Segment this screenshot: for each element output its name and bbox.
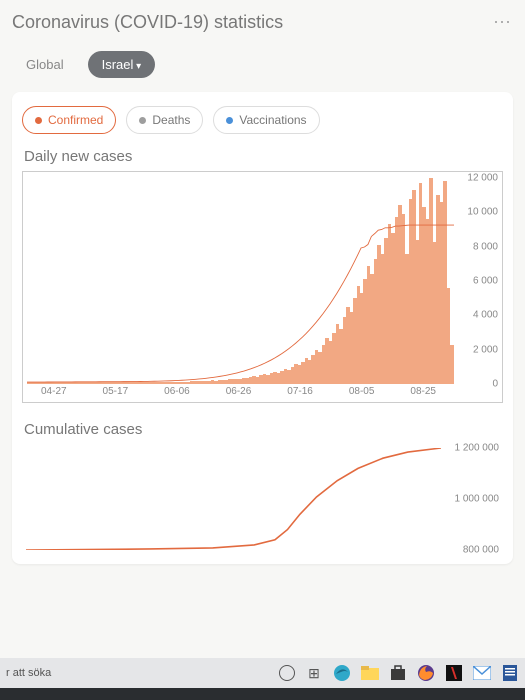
daily-chart: 02 0004 0006 0008 00010 00012 000 04-270…: [22, 171, 503, 403]
chip-deaths[interactable]: Deaths: [126, 106, 203, 134]
windows-taskbar[interactable]: r att söka ⊞: [0, 658, 525, 688]
chip-label: Deaths: [152, 113, 190, 127]
y-axis-labels: 02 0004 0006 0008 00010 00012 000: [458, 172, 500, 402]
x-axis-labels: 04-2705-1706-0606-2607-1608-0508-25: [23, 386, 454, 400]
mail-icon[interactable]: [473, 664, 491, 682]
taskbar-search-hint[interactable]: r att söka: [6, 667, 51, 679]
file-explorer-icon[interactable]: [361, 664, 379, 682]
cortana-icon[interactable]: [279, 665, 295, 681]
word-icon[interactable]: [501, 664, 519, 682]
cumulative-chart: 800 0001 000 0001 200 000: [22, 444, 503, 554]
stats-card: Confirmed Deaths Vaccinations Daily new …: [12, 92, 513, 564]
netflix-icon[interactable]: [445, 664, 463, 682]
chip-label: Confirmed: [48, 113, 103, 127]
page-title: Coronavirus (COVID-19) statistics: [12, 12, 283, 33]
monitor-bezel: [0, 688, 525, 700]
content-area: Coronavirus (COVID-19) statistics ⋯ Glob…: [0, 0, 525, 660]
chart-trend-line: [27, 178, 454, 384]
dot-icon: [226, 117, 233, 124]
dot-icon: [139, 117, 146, 124]
more-icon[interactable]: ⋯: [493, 12, 513, 33]
tab-country-selected[interactable]: Israel: [88, 51, 156, 78]
edge-icon[interactable]: [333, 664, 351, 682]
cumulative-chart-title: Cumulative cases: [24, 421, 503, 438]
taskbar-icons: ⊞: [279, 664, 519, 682]
tab-global[interactable]: Global: [12, 51, 78, 78]
page-header: Coronavirus (COVID-19) statistics ⋯: [12, 8, 513, 43]
series-tabs: Confirmed Deaths Vaccinations: [22, 106, 503, 134]
chip-vaccinations[interactable]: Vaccinations: [213, 106, 319, 134]
daily-chart-title: Daily new cases: [24, 148, 503, 165]
region-tabs: Global Israel: [12, 43, 513, 92]
chip-confirmed[interactable]: Confirmed: [22, 106, 116, 134]
cumulative-y-labels: 800 0001 000 0001 200 000: [443, 444, 501, 554]
dot-icon: [35, 117, 42, 124]
store-icon[interactable]: [389, 664, 407, 682]
task-view-icon[interactable]: ⊞: [305, 664, 323, 682]
cumulative-line: [26, 448, 441, 550]
firefox-icon[interactable]: [417, 664, 435, 682]
chip-label: Vaccinations: [239, 113, 306, 127]
